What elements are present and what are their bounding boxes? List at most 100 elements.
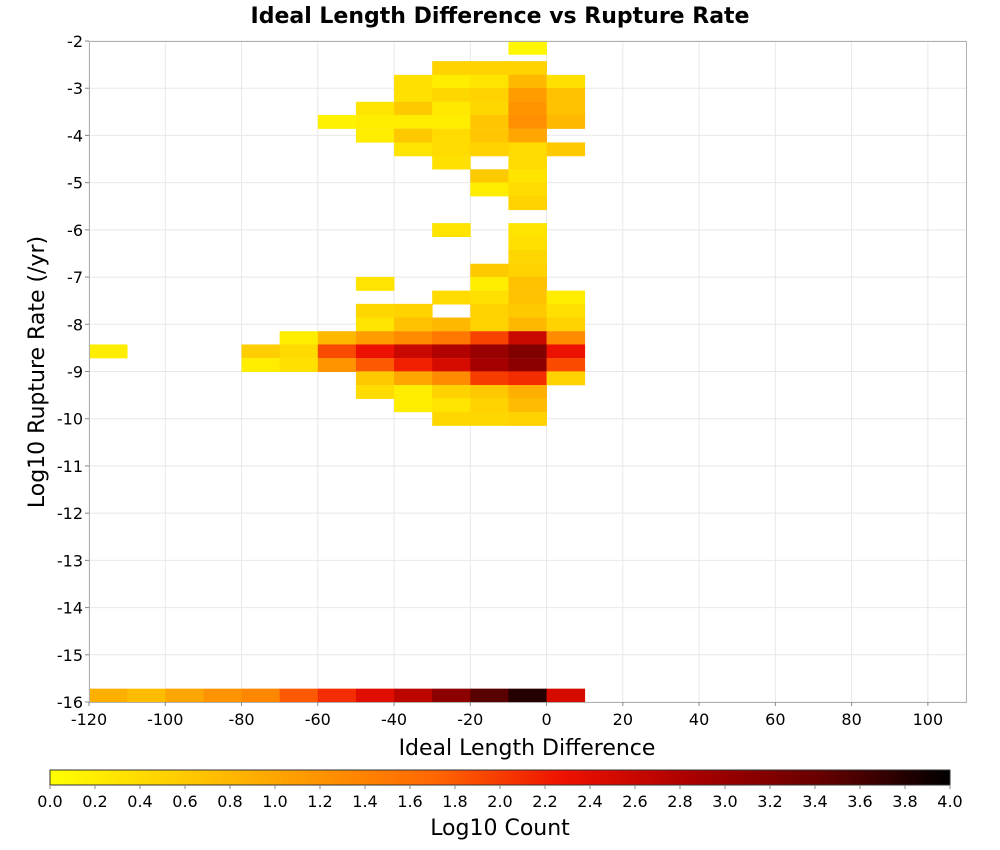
heatmap-cell — [432, 155, 471, 170]
heatmap-cell — [317, 358, 357, 373]
colorbar-tick-label: 0.6 — [172, 792, 197, 811]
colorbar-tick-label: 1.2 — [307, 792, 332, 811]
heatmap-cell — [508, 344, 547, 359]
heatmap-cell — [508, 236, 547, 251]
x-tick-label: -40 — [381, 710, 407, 729]
heatmap-cell — [546, 331, 586, 346]
heatmap-cell — [508, 688, 547, 703]
heatmap-cell — [394, 303, 433, 318]
heatmap-cell — [432, 411, 471, 426]
heatmap-cell — [546, 344, 586, 359]
heatmap-cell — [470, 358, 509, 373]
colorbar-tick-label: 2.6 — [622, 792, 647, 811]
colorbar-tick-label: 3.6 — [847, 792, 872, 811]
colorbar-tick-label: 1.6 — [397, 792, 422, 811]
heatmap-cell — [470, 371, 509, 386]
heatmap-cell — [508, 303, 547, 318]
heatmap-cell — [394, 371, 433, 386]
heatmap-cell — [317, 114, 357, 129]
colorbar-tick-label: 0.0 — [37, 792, 62, 811]
heatmap-cell — [470, 169, 509, 184]
heatmap-cell — [394, 688, 433, 703]
heatmap-cell — [355, 371, 395, 386]
heatmap-cell — [546, 358, 586, 373]
heatmap-cell — [432, 358, 471, 373]
heatmap-cell — [432, 114, 471, 129]
heatmap-cell — [546, 371, 586, 386]
heatmap-cell — [432, 371, 471, 386]
colorbar-tick-label: 0.2 — [82, 792, 107, 811]
x-tick-label: 40 — [689, 710, 709, 729]
y-tick-label: -14 — [57, 599, 83, 618]
chart-title: Ideal Length Difference vs Rupture Rate — [251, 4, 750, 29]
colorbar-tick-label: 4.0 — [937, 792, 962, 811]
y-tick-label: -3 — [67, 79, 83, 98]
heatmap-cell — [508, 182, 547, 197]
heatmap-cell — [279, 358, 319, 373]
heatmap-cell — [546, 688, 586, 703]
x-tick-label: 20 — [613, 710, 633, 729]
y-axis-ticks: -2 -3 -4 -5 -6 -7 -8 -9 -10 -11 -12 -13 -14 -15 -16 — [57, 32, 89, 712]
colorbar-tick-label: 1.4 — [352, 792, 377, 811]
heatmap-cell — [432, 290, 471, 305]
heatmap-cell — [508, 276, 547, 291]
heatmap-cell — [508, 74, 547, 89]
x-tick-label: -100 — [147, 710, 183, 729]
heatmap-cell — [470, 142, 509, 157]
heatmap-cell — [355, 101, 395, 116]
x-tick-label: 80 — [841, 710, 861, 729]
colorbar-tick-label: 3.2 — [757, 792, 782, 811]
heatmap-cell — [470, 128, 509, 143]
heatmap-cell — [394, 358, 433, 373]
plot-frame — [89, 41, 967, 703]
heatmap-cell — [394, 128, 433, 143]
heatmap-cell — [394, 344, 433, 359]
heatmap-cell — [508, 223, 547, 238]
heatmap-cell — [317, 344, 357, 359]
x-tick-label: -60 — [305, 710, 331, 729]
y-tick-label: -13 — [57, 551, 83, 570]
heatmap-cell — [432, 344, 471, 359]
heatmap-cell — [508, 263, 547, 278]
heatmap-cell — [432, 331, 471, 346]
heatmap-cell — [508, 128, 547, 143]
heatmap-cell — [508, 61, 547, 76]
heatmap-cell — [355, 303, 395, 318]
heatmap-cell — [546, 101, 586, 116]
heatmap-cell — [508, 317, 547, 332]
heatmap-cell — [470, 263, 509, 278]
heatmap-cell — [394, 101, 433, 116]
heatmap-cell — [432, 88, 471, 102]
y-tick-label: -12 — [57, 504, 83, 523]
heatmap-cell — [203, 688, 242, 703]
heatmap-cell — [394, 142, 433, 157]
x-axis-label: Ideal Length Difference — [399, 736, 656, 761]
heatmap-cell — [546, 114, 586, 129]
y-tick-label: -2 — [67, 32, 83, 51]
heatmap-cell — [470, 114, 509, 129]
heatmap-cell — [508, 331, 547, 346]
colorbar — [49, 769, 951, 786]
heatmap-cell — [279, 344, 319, 359]
heatmap-cell — [508, 101, 547, 116]
colorbar-ticks: 0.0 0.2 0.4 0.6 0.8 1.0 1.2 1.4 1.6 1.8 2.0 2.2 2.4 2… — [37, 785, 963, 811]
heatmap-cell — [317, 331, 357, 346]
heatmap-cell — [279, 331, 319, 346]
heatmap-cell — [432, 74, 471, 89]
heatmap-cell — [165, 688, 204, 703]
colorbar-tick-label: 2.4 — [577, 792, 602, 811]
y-tick-label: -5 — [67, 174, 83, 193]
x-tick-label: -80 — [228, 710, 254, 729]
heatmap-cell — [470, 290, 509, 305]
heatmap-cell — [508, 142, 547, 157]
heatmap-cell — [355, 317, 395, 332]
heatmap-cell — [508, 114, 547, 129]
heatmap-cell — [89, 344, 128, 359]
colorbar-tick-label: 0.4 — [127, 792, 152, 811]
heatmap-cell — [394, 88, 433, 102]
heatmap-cell — [508, 398, 547, 413]
heatmap-cell — [394, 331, 433, 346]
heatmap-cell — [279, 688, 319, 703]
heatmap-cell — [546, 88, 586, 102]
